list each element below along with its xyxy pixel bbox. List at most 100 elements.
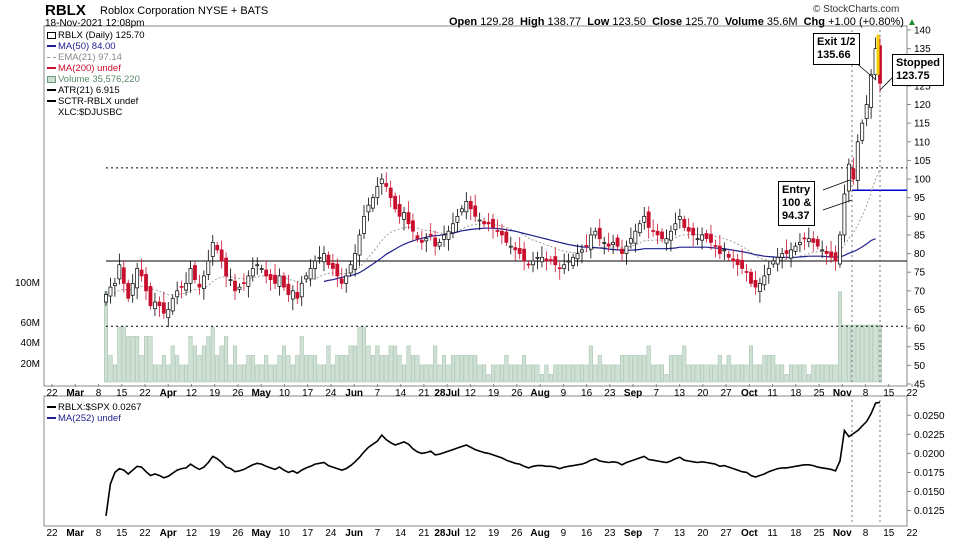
volume-bar-50: [326, 345, 331, 383]
candle-body-170: [860, 122, 865, 141]
x-tick-label-1: Mar: [66, 388, 84, 399]
volume-bar-3: [117, 326, 122, 383]
volume-bar-106: [575, 364, 580, 383]
candle-body-125: [660, 231, 664, 240]
candle-body-147: [757, 283, 762, 292]
volume-bar-102: [557, 364, 562, 383]
ratio-x-tick-label-8: 26: [232, 528, 244, 539]
candle-body-99: [544, 258, 549, 262]
candle-body-73: [428, 233, 433, 236]
volume-bar-77: [446, 364, 451, 383]
ratio-x-tick-label-5: Apr: [160, 528, 177, 539]
candle-body-101: [553, 256, 558, 266]
volume-bar-71: [419, 364, 424, 383]
stopped-pointer: [879, 77, 893, 91]
candle-body-53: [339, 278, 344, 284]
x-tick-label-23: 16: [581, 388, 593, 399]
volume-bar-81: [464, 355, 469, 383]
legend-item-6: SCTR-RBLX undef: [47, 96, 145, 107]
candle-body-155: [793, 245, 798, 252]
volume-bar-128: [673, 355, 678, 383]
x-tick-label-25: Sep: [624, 388, 642, 399]
volume-bar-124: [655, 364, 660, 383]
price-tick-label-110: 110: [914, 137, 930, 148]
price-tick-label-55: 55: [914, 342, 926, 353]
volume-bar-52: [335, 355, 340, 383]
volume-bar-100: [548, 374, 553, 383]
candle-body-19: [188, 268, 193, 284]
price-tick-label-120: 120: [914, 100, 931, 111]
candle-body-3: [117, 264, 122, 280]
low-label: Low: [587, 16, 610, 28]
ratio-x-tick-label-13: Jun: [345, 528, 363, 539]
candle-body-65: [393, 195, 398, 210]
price-tick-label-80: 80: [914, 249, 926, 260]
candle-body-141: [731, 258, 736, 262]
volume-bar-29: [233, 345, 237, 383]
ratio-x-tick-label-4: 22: [139, 528, 151, 539]
x-tick-label-5: Apr: [160, 388, 177, 399]
volume-bar-79: [455, 355, 460, 383]
chg-value: +1.00 (+0.80%): [828, 16, 904, 28]
volume-bar-143: [740, 364, 745, 383]
candle-body-26: [219, 249, 224, 262]
candle-body-91: [508, 245, 513, 248]
volume-bar-35: [259, 364, 264, 383]
x-tick-label-11: 17: [302, 388, 314, 399]
price-tick-label-50: 50: [914, 361, 926, 372]
candle-body-29: [233, 280, 237, 292]
volume-bar-84: [477, 364, 482, 383]
candle-body-123: [651, 230, 656, 232]
company-info: Roblox Corporation NYSE + BATS: [100, 5, 268, 17]
ratio-x-tick-label-16: 21: [418, 528, 430, 539]
x-tick-label-30: Oct: [741, 388, 758, 399]
candle-body-44: [299, 283, 304, 298]
candle-body-154: [789, 249, 793, 259]
ratio-x-tick-label-11: 17: [302, 528, 314, 539]
legend-item-2: EMA(21) 97.14: [47, 52, 145, 63]
ratio-tick-label-2: 0.0175: [914, 468, 945, 479]
x-tick-label-4: 22: [139, 388, 151, 399]
volume-bar-70: [415, 355, 420, 383]
candle-body-108: [584, 245, 589, 247]
candle-body-160: [815, 239, 820, 247]
candle-body-161: [820, 249, 825, 252]
candle-body-20: [193, 265, 197, 281]
volume-bar-61: [375, 345, 380, 383]
volume-bar-145: [749, 345, 753, 383]
volume-bar-69: [410, 355, 415, 383]
volume-bar-118: [628, 355, 633, 383]
candle-body-106: [575, 253, 580, 260]
volume-bar-89: [499, 364, 504, 383]
price-tick-label-105: 105: [914, 156, 931, 167]
candle-body-39: [277, 275, 282, 287]
volume-bar-86: [486, 374, 491, 383]
candle-body-89: [499, 230, 504, 236]
volume-bar-135: [704, 364, 709, 383]
candle-body-129: [677, 215, 682, 220]
ratio-x-tick-label-25: Sep: [624, 528, 642, 539]
candle-body-40: [282, 275, 286, 288]
volume-bar-122: [646, 345, 651, 383]
candle-body-4: [121, 267, 126, 284]
volume-bar-159: [811, 364, 816, 383]
x-tick-label-2: 8: [96, 388, 102, 399]
candle-body-158: [806, 238, 811, 243]
candle-body-164: [833, 252, 838, 262]
volume-bar-56: [353, 345, 358, 383]
volume-bar-14: [166, 364, 171, 383]
candle-body-156: [798, 242, 802, 245]
ratio-x-tick-label-7: 19: [209, 528, 221, 539]
candle-body-79: [455, 215, 460, 223]
candle-body-71: [419, 239, 424, 243]
volume-bar-58: [362, 326, 366, 383]
volume-bar-80: [459, 355, 464, 383]
volume-bar-165: [837, 291, 842, 383]
x-tick-label-35: 8: [863, 388, 869, 399]
volume-bar-155: [793, 364, 798, 383]
volume-bar-98: [539, 374, 544, 383]
volume-bar-60: [370, 355, 375, 383]
ratio-x-tick-label-35: 8: [863, 528, 869, 539]
candle-body-83: [473, 205, 478, 217]
